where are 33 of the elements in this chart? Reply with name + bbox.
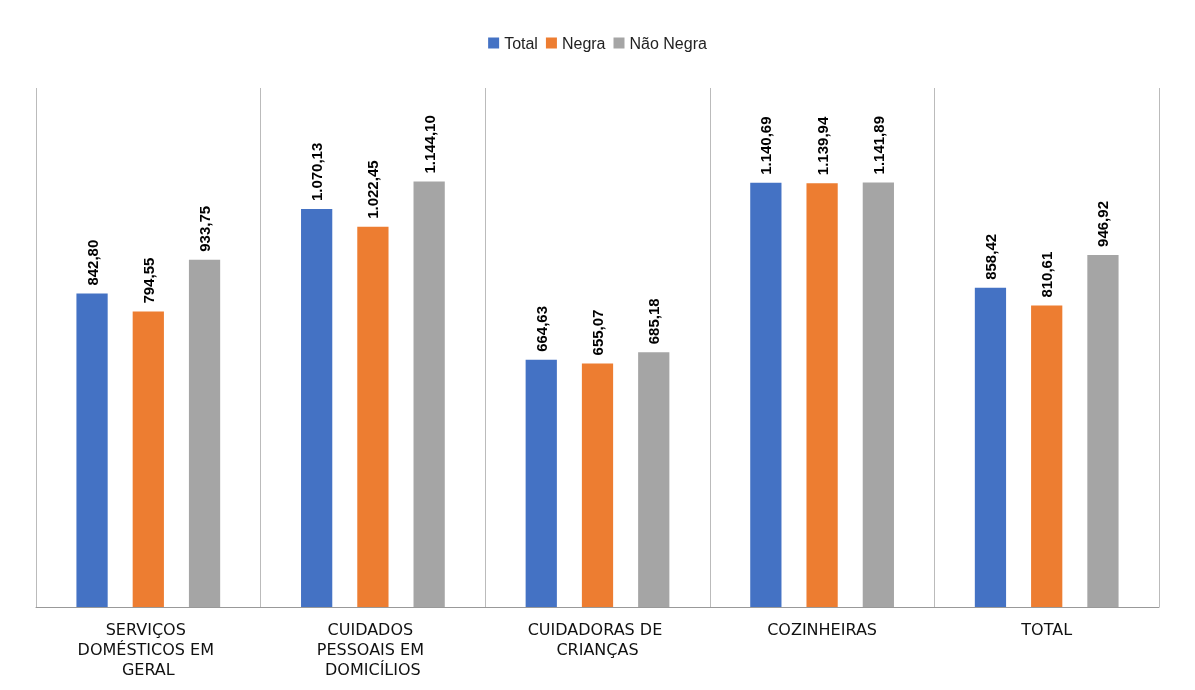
legend-label: Total bbox=[504, 34, 538, 52]
data-label: 1.144,10 bbox=[420, 115, 438, 174]
data-label: 810,61 bbox=[1038, 251, 1056, 298]
bar bbox=[974, 287, 1007, 607]
data-label: 655,07 bbox=[589, 309, 606, 356]
bar bbox=[525, 359, 557, 607]
data-label: 1.139,94 bbox=[813, 116, 831, 176]
bar bbox=[301, 209, 333, 607]
x-tick-label: TOTAL bbox=[1020, 619, 1073, 639]
data-label: 685,18 bbox=[645, 298, 663, 345]
bar bbox=[76, 293, 108, 607]
x-tick-label: CUIDADOS PESSOAIS EM DOMICÍLIOS bbox=[316, 619, 430, 679]
data-label: 1.070,13 bbox=[308, 142, 326, 202]
x-tick-label: SERVIÇOS DOMÉSTICOS EM GERAL bbox=[77, 619, 220, 679]
data-label: 794,55 bbox=[139, 257, 157, 304]
data-label: 946,92 bbox=[1094, 201, 1112, 247]
x-tick-label: COZINHEIRAS bbox=[767, 619, 878, 639]
bar bbox=[581, 363, 614, 607]
data-label: 858,42 bbox=[981, 233, 999, 280]
bar bbox=[1031, 305, 1063, 607]
data-label: 933,75 bbox=[196, 205, 214, 252]
legend-label: Não Negra bbox=[629, 34, 707, 52]
x-tick-label: CUIDADORAS DE CRIANÇAS bbox=[527, 619, 668, 659]
data-label: 1.022,45 bbox=[364, 160, 382, 219]
data-label: 842,80 bbox=[83, 239, 101, 286]
bar bbox=[750, 182, 782, 607]
bar bbox=[132, 311, 164, 607]
data-label: 1.141,89 bbox=[869, 116, 887, 175]
data-label: 1.140,69 bbox=[757, 116, 775, 175]
data-label: 664,63 bbox=[532, 305, 550, 352]
legend-label: Negra bbox=[561, 34, 606, 52]
bar bbox=[357, 226, 389, 607]
bar bbox=[806, 183, 838, 607]
